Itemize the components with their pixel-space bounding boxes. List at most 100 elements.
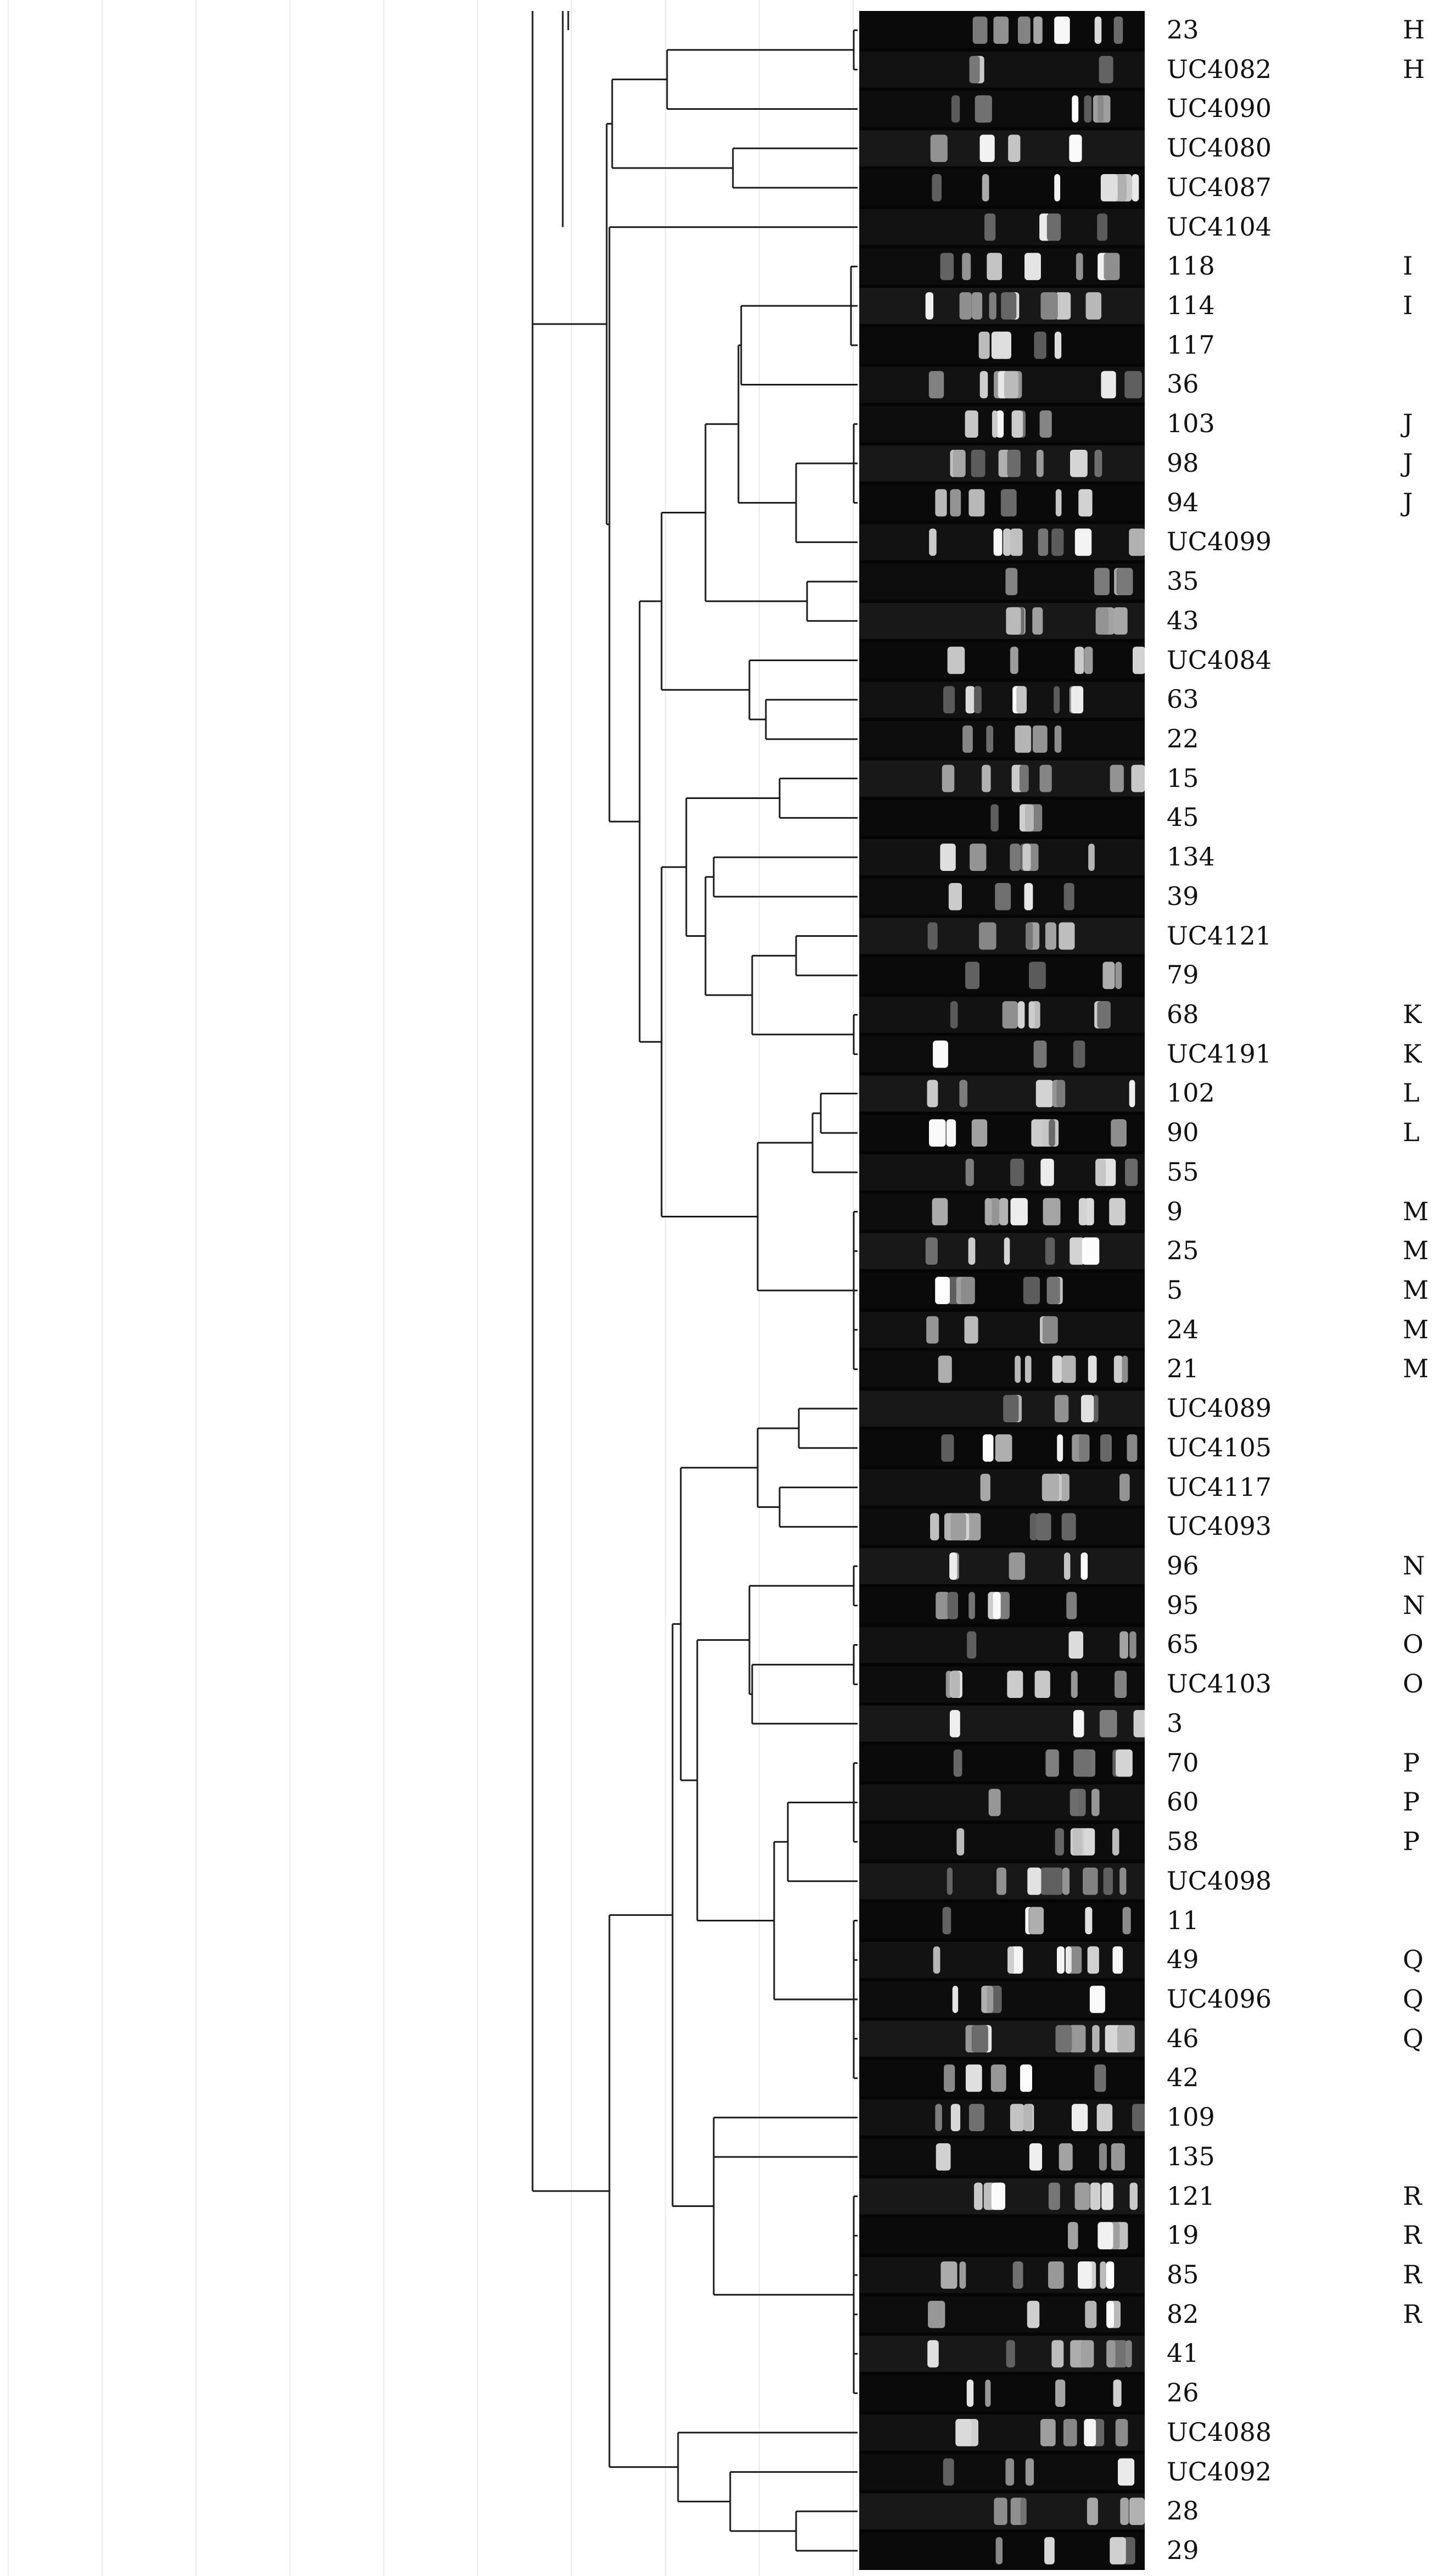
gel-band (985, 2379, 991, 2407)
gel-band (1119, 1867, 1127, 1895)
gel-band (1001, 292, 1017, 320)
gel-band (962, 253, 971, 281)
gel-band (1046, 1277, 1060, 1304)
gel-lane (859, 1390, 1145, 1427)
cluster-letter: Q (1403, 1983, 1424, 2014)
gel-band (1024, 882, 1033, 910)
gel-band (1061, 1513, 1076, 1541)
gel-band (975, 95, 992, 123)
gel-band (1025, 804, 1034, 832)
gel-band (965, 1513, 981, 1541)
gel-band (948, 882, 962, 910)
gel-lane (859, 957, 1145, 994)
strain-label: UC4087 (1167, 172, 1272, 202)
gel-band (995, 2537, 1003, 2564)
similarity-gridlines (8, 0, 854, 2576)
strain-label: 23 (1167, 15, 1199, 44)
gel-band (952, 1986, 959, 2013)
gel-band (1102, 962, 1115, 990)
gel-band (1073, 1710, 1084, 1737)
gel-band (991, 331, 1003, 359)
gel-band (979, 371, 988, 399)
gel-lane (859, 170, 1145, 206)
gel-band (980, 1473, 990, 1501)
gel-band (972, 16, 988, 44)
cluster-letter: P (1403, 1787, 1420, 1817)
gel-band (1083, 1867, 1098, 1895)
gel-lane (859, 918, 1145, 954)
strain-label: 98 (1167, 448, 1199, 478)
gel-band (1016, 686, 1027, 714)
gel-band (1129, 2497, 1145, 2525)
gel-band (1010, 528, 1023, 556)
gel-band (1020, 2064, 1032, 2092)
cluster-letter: M (1403, 1236, 1429, 1266)
strain-label: 117 (1167, 329, 1215, 360)
gel-band (1017, 1001, 1025, 1029)
gel-band (1034, 331, 1046, 359)
cluster-letter: K (1403, 999, 1422, 1029)
gel-lane (859, 1469, 1145, 1506)
gel-band (1063, 2418, 1077, 2446)
gel-band (1011, 410, 1023, 438)
strain-label: UC4089 (1167, 1393, 1272, 1423)
cluster-letter: M (1403, 1275, 1429, 1305)
gel-band (1073, 1749, 1091, 1777)
gel-band (1129, 1631, 1136, 1659)
gel-band (1056, 1946, 1065, 1974)
gel-band (925, 1237, 938, 1265)
strain-label: UC4191 (1167, 1038, 1272, 1069)
gel-band (1120, 2497, 1129, 2525)
gel-band (1055, 2025, 1072, 2053)
strain-label: 82 (1167, 2299, 1199, 2329)
gel-band (1122, 1355, 1128, 1383)
gel-band (1029, 1513, 1038, 1541)
gel-lane (859, 2217, 1145, 2254)
gel-band (987, 1986, 994, 2013)
gel-band (942, 764, 955, 792)
gel-band (929, 528, 937, 556)
gel-band (1113, 607, 1128, 635)
gel-lane (859, 1784, 1145, 1821)
gel-band (1019, 764, 1029, 792)
cluster-letter: H (1403, 54, 1425, 84)
gel-band (982, 764, 991, 792)
gel-band (971, 1119, 988, 1147)
gel-band (1059, 1473, 1070, 1501)
gel-band (962, 725, 973, 753)
gel-lane (859, 642, 1145, 679)
gel-band (1033, 1040, 1047, 1068)
gel-band (971, 450, 986, 477)
strain-label: UC4105 (1167, 1432, 1272, 1462)
gel-band (1133, 1710, 1145, 1737)
gel-lane (859, 721, 1145, 757)
gel-band (1055, 1828, 1064, 1856)
cluster-letter: N (1403, 1590, 1425, 1620)
gel-band (941, 1434, 954, 1462)
gel-band (1080, 2340, 1094, 2368)
gel-band (974, 686, 982, 714)
gel-band (1115, 1670, 1127, 1698)
gel-band (1006, 2340, 1015, 2368)
gel-band (1093, 1395, 1099, 1423)
gel-band (1073, 1040, 1085, 1068)
gel-band (1117, 2025, 1135, 2053)
gel-band (968, 489, 985, 517)
gel-band (1129, 1080, 1135, 1108)
gel-band (940, 253, 954, 281)
gel-lane (859, 800, 1145, 836)
gel-band (1090, 2182, 1101, 2210)
cluster-letter: K (1403, 1038, 1422, 1069)
gel-band (1010, 2104, 1024, 2131)
strain-label: 63 (1167, 684, 1199, 714)
gel-band (955, 2418, 972, 2446)
gel-band (964, 1316, 978, 1344)
gel-band (1054, 16, 1070, 44)
gel-band (990, 804, 999, 832)
gel-band (1119, 1631, 1128, 1659)
gel-band (1055, 489, 1062, 517)
gel-band (965, 1158, 974, 1186)
gel-lane (859, 130, 1145, 167)
gel-band (1004, 1237, 1010, 1265)
strain-label: UC4084 (1167, 645, 1272, 675)
